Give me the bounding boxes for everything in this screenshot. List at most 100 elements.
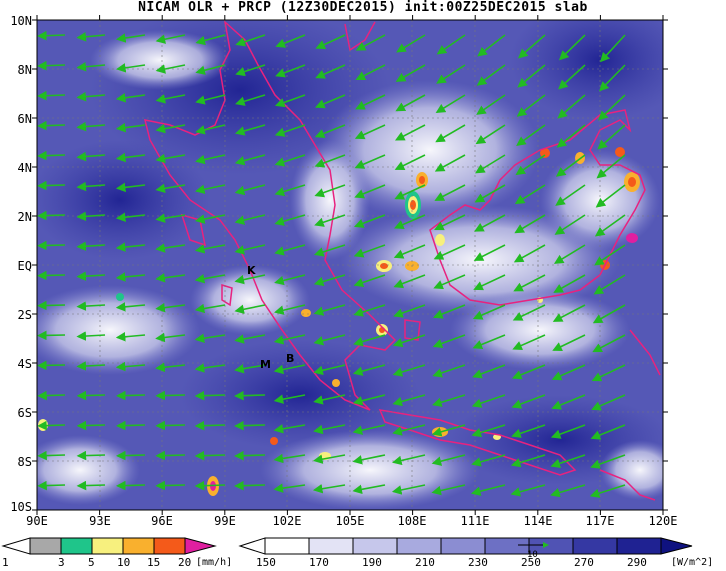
axis-ticks bbox=[32, 15, 668, 515]
wind-arrow bbox=[558, 34, 586, 61]
wind-arrow bbox=[392, 334, 426, 348]
wind-arrow bbox=[354, 124, 386, 140]
wind-arrow bbox=[234, 154, 266, 166]
wind-arrow bbox=[434, 214, 466, 231]
lat-label: 8S bbox=[17, 455, 32, 469]
wind-arrow bbox=[313, 394, 346, 405]
wind-arrow bbox=[394, 154, 426, 170]
wind-arrow bbox=[155, 332, 186, 343]
wind-arrow bbox=[434, 154, 466, 172]
wind-arrow bbox=[76, 151, 106, 162]
wind-arrow bbox=[471, 424, 506, 438]
wind-arrow bbox=[235, 94, 266, 106]
wind-arrow bbox=[313, 334, 346, 346]
place-mark-m: M bbox=[260, 358, 271, 371]
wind-arrow bbox=[155, 362, 186, 373]
wind-arrow bbox=[155, 302, 186, 313]
wind-arrow bbox=[433, 304, 466, 319]
olr-tick: 150 bbox=[256, 556, 276, 569]
wind-arrow bbox=[392, 394, 426, 407]
wind-arrow bbox=[76, 331, 106, 341]
wind-arrow bbox=[393, 304, 426, 318]
wind-arrow bbox=[517, 64, 546, 88]
wind-arrow bbox=[394, 184, 426, 200]
wind-arrow bbox=[593, 274, 626, 295]
wind-arrow bbox=[37, 150, 66, 161]
wind-arrow bbox=[274, 94, 306, 108]
wind-arrow bbox=[353, 244, 386, 258]
wind-arrow bbox=[435, 124, 466, 143]
wind-arrow bbox=[155, 183, 186, 194]
precip-tick: 3 bbox=[58, 556, 65, 569]
lon-label: 102E bbox=[272, 514, 302, 528]
wind-arrow bbox=[194, 420, 226, 431]
wind-arrow bbox=[313, 304, 346, 316]
wind-arrow bbox=[315, 94, 346, 109]
lat-label: 4N bbox=[17, 161, 32, 175]
precip-tick: 5 bbox=[88, 556, 95, 569]
wind-arrow bbox=[510, 454, 546, 468]
wind-arrow bbox=[472, 334, 506, 350]
wind-arrow bbox=[195, 214, 226, 224]
wind-arrow bbox=[76, 241, 106, 252]
wind-arrow bbox=[596, 154, 626, 179]
precip-tick: 10 bbox=[117, 556, 131, 569]
wind-arrow bbox=[471, 454, 506, 467]
wind-arrow bbox=[37, 300, 66, 311]
precip-unit: [mm/h] bbox=[196, 557, 233, 568]
wind-arrow bbox=[313, 244, 346, 257]
wind-arrow bbox=[352, 454, 386, 465]
olr-tick: 170 bbox=[309, 556, 329, 569]
wind-arrow bbox=[155, 420, 186, 431]
wind-arrow bbox=[313, 274, 346, 287]
wind-arrow bbox=[76, 450, 106, 461]
wind-arrow bbox=[592, 304, 626, 324]
wind-arrow bbox=[470, 484, 506, 496]
wind-arrow bbox=[274, 304, 306, 315]
wind-arrow bbox=[155, 34, 186, 44]
lon-label: 99E bbox=[214, 514, 236, 528]
wind-arrow bbox=[431, 454, 466, 466]
lon-label: 96E bbox=[151, 514, 173, 528]
wind-arrow bbox=[315, 64, 346, 79]
olr-field bbox=[37, 20, 663, 510]
wind-arrow bbox=[155, 273, 186, 283]
wind-arrow bbox=[76, 181, 106, 192]
wind-arrow bbox=[155, 480, 186, 491]
olr-unit: [W/m^2] bbox=[671, 557, 714, 568]
lon-label: 93E bbox=[89, 514, 111, 528]
wind-arrow bbox=[434, 184, 466, 201]
wind-arrow bbox=[234, 184, 266, 196]
wind-arrow bbox=[274, 184, 306, 197]
wind-arrow bbox=[194, 363, 226, 373]
wind-arrow bbox=[392, 424, 426, 436]
wind-arrow bbox=[353, 274, 386, 288]
wind-arrow bbox=[511, 394, 546, 409]
wind-arrow bbox=[515, 154, 546, 176]
wind-arrow bbox=[76, 61, 106, 72]
wind-arrow bbox=[194, 390, 226, 401]
wind-arrow bbox=[395, 94, 426, 112]
olr-tick: 230 bbox=[468, 556, 488, 569]
wind-arrow bbox=[195, 34, 226, 46]
wind-arrow bbox=[355, 34, 386, 51]
wind-arrow bbox=[392, 454, 426, 466]
lat-label: 6S bbox=[17, 406, 32, 420]
wind-arrow bbox=[76, 390, 106, 401]
wind-arrow bbox=[195, 124, 226, 135]
wind-arrow bbox=[315, 34, 346, 49]
wind-arrow bbox=[76, 121, 106, 132]
wind-arrow bbox=[436, 64, 466, 84]
wind-arrow bbox=[273, 364, 306, 375]
wind-arrow bbox=[115, 212, 146, 223]
wind-arrow bbox=[37, 480, 66, 491]
wind-arrow bbox=[116, 420, 146, 431]
olr-tick: 290 bbox=[627, 556, 647, 569]
lon-label: 120E bbox=[648, 514, 678, 528]
olr-tick: 250 bbox=[521, 556, 541, 569]
wind-arrow bbox=[391, 484, 426, 495]
wind-arrow bbox=[155, 64, 186, 74]
wind-arrow bbox=[473, 244, 506, 261]
wind-arrow bbox=[513, 274, 546, 292]
wind-arrow bbox=[473, 274, 506, 291]
